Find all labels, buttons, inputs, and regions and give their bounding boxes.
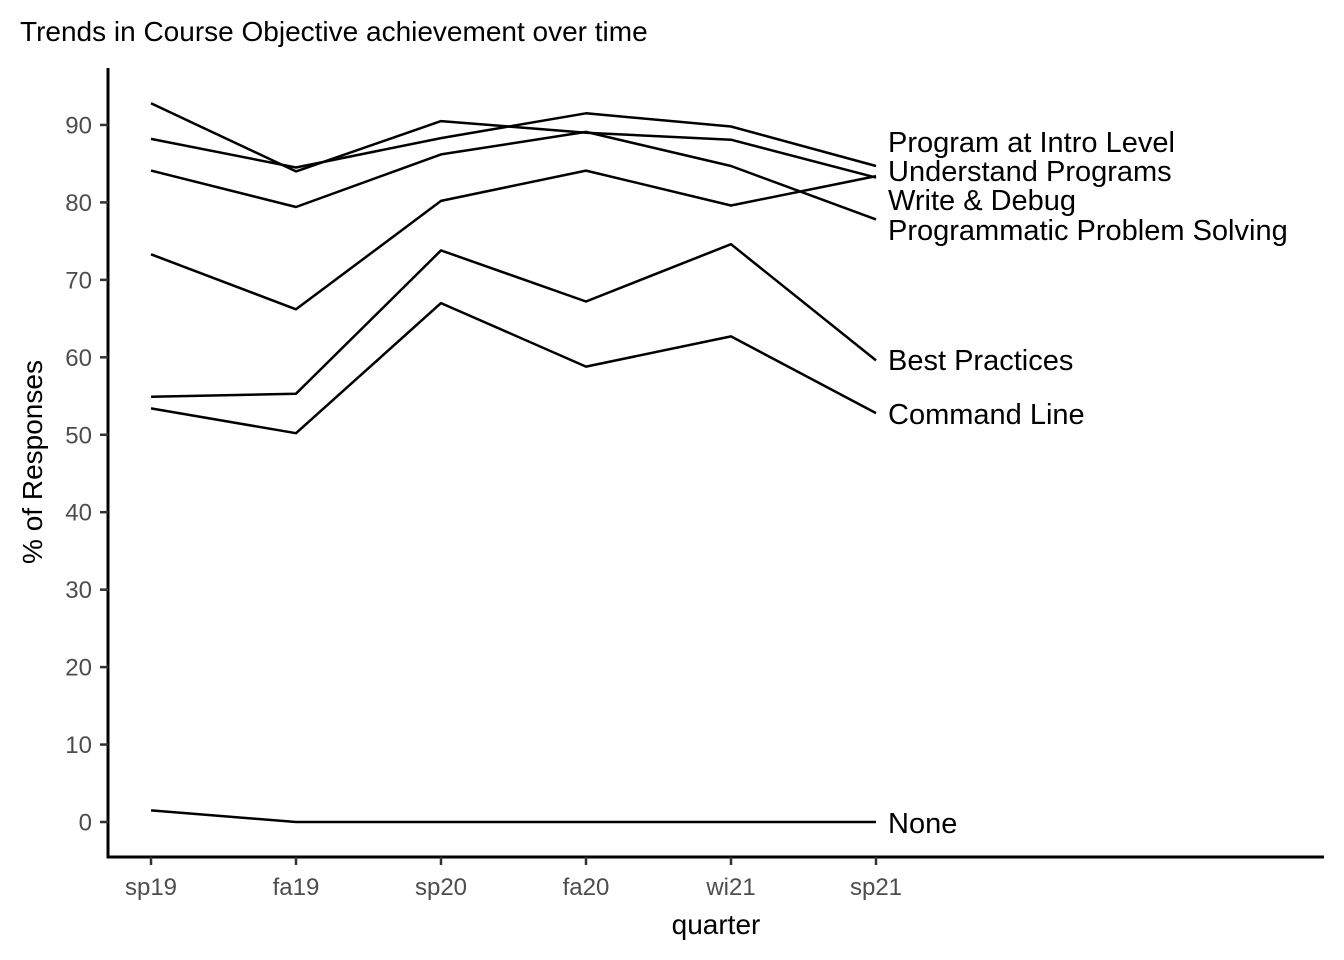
series-layer	[150, 102, 877, 824]
y-tick-label-30: 30	[65, 577, 92, 604]
x-tick-label-wi21: wi21	[705, 874, 755, 901]
series-line-understand-programs	[150, 102, 877, 179]
x-axis-label: quarter	[672, 909, 761, 940]
series-line-programmatic-problem-solving	[150, 169, 877, 311]
y-tick-label-20: 20	[65, 655, 92, 682]
x-tick-label-fa19: fa19	[273, 874, 320, 901]
x-tick-label-sp20: sp20	[415, 874, 467, 901]
series-label-programmatic-problem-solving: Programmatic Problem Solving	[888, 215, 1288, 247]
y-tick-label-40: 40	[65, 500, 92, 527]
y-tick-label-60: 60	[65, 345, 92, 372]
series-label-program-at-intro-level: Program at Intro Level	[888, 127, 1175, 159]
y-axis-ticks: 0 10 20 30 40 50 60 70 80 90	[65, 112, 108, 837]
y-tick-label-0: 0	[79, 810, 92, 837]
x-axis-ticks: sp19 fa19 sp20 fa20 wi21 sp21	[125, 857, 902, 901]
x-tick-label-sp19: sp19	[125, 874, 177, 901]
series-label-command-line: Command Line	[888, 399, 1085, 431]
series-line-command-line	[150, 301, 877, 435]
series-label-none: None	[888, 808, 957, 840]
series-label-write-and-debug: Write & Debug	[888, 185, 1076, 217]
series-label-best-practices: Best Practices	[888, 345, 1073, 377]
y-tick-label-90: 90	[65, 112, 92, 139]
y-axis-label: % of Responses	[17, 360, 48, 564]
axes	[106, 68, 1324, 859]
y-tick-label-10: 10	[65, 732, 92, 759]
series-line-none	[150, 809, 876, 824]
x-tick-label-fa20: fa20	[563, 874, 610, 901]
series-line-program-at-intro-level	[150, 112, 877, 169]
x-tick-label-sp21: sp21	[850, 874, 902, 901]
series-line-best-practices	[150, 242, 877, 399]
series-label-understand-programs: Understand Programs	[888, 156, 1172, 188]
y-tick-label-50: 50	[65, 422, 92, 449]
chart-title: Trends in Course Objective achievement o…	[20, 16, 648, 47]
y-tick-label-80: 80	[65, 190, 92, 217]
y-tick-label-70: 70	[65, 267, 92, 294]
series-line-write-and-debug	[150, 130, 877, 221]
